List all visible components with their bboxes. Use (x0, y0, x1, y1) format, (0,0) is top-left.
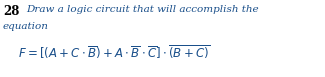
Text: $\mathit{F} = [(\mathit{A} + \mathit{C} \cdot \overline{\mathit{B}}) + \mathit{A: $\mathit{F} = [(\mathit{A} + \mathit{C} … (18, 43, 210, 61)
Text: Draw a logic circuit that will accomplish the: Draw a logic circuit that will accomplis… (26, 5, 259, 14)
Text: 28: 28 (3, 5, 20, 18)
Text: equation: equation (3, 22, 49, 31)
